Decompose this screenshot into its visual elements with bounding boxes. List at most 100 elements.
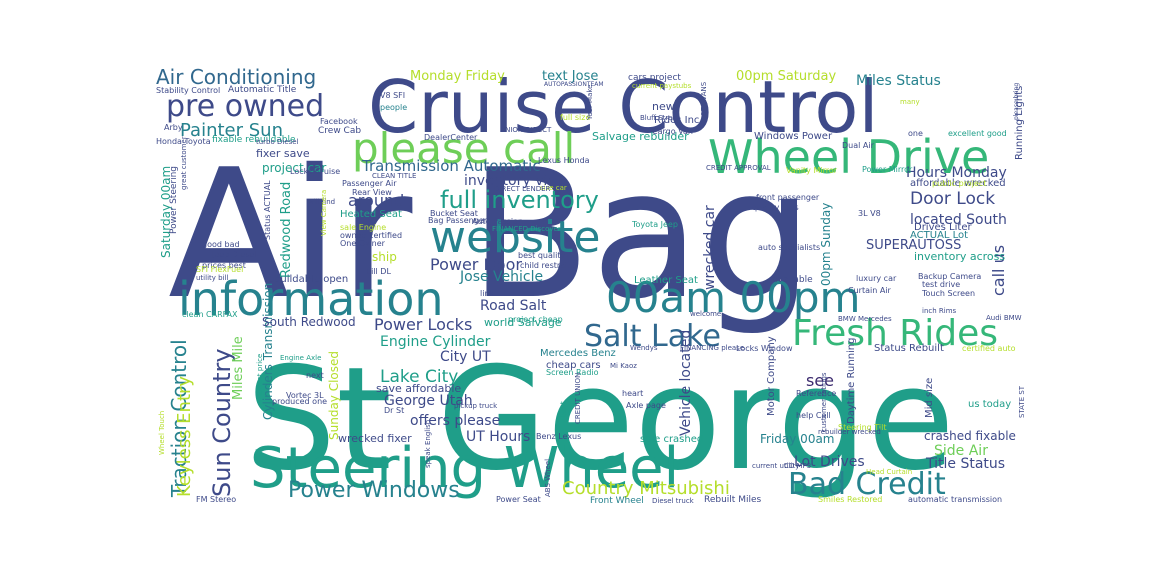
word-jeep-diesel: Jeep Diesel [211, 250, 256, 259]
word-fm-stereo: FM Stereo [196, 495, 236, 504]
word-power-seat: Power Seat [496, 495, 541, 504]
word-motor-company: Motor Company [766, 336, 777, 416]
word-one: one [908, 129, 923, 138]
word-power-mirror: Power Mirror [862, 165, 913, 174]
word-one-owner: One Owner [340, 239, 386, 248]
word-please-call: please call [352, 124, 575, 173]
word-south-redwood: South Redwood [262, 315, 356, 329]
word-diesel-truck: Diesel truck [652, 497, 695, 505]
word-new: new [652, 100, 675, 113]
word-00pm-sunday: 00pm Sunday [819, 203, 833, 286]
word-ut-hours: UT Hours [466, 429, 530, 445]
word-wheel-drive: Wheel Drive [708, 130, 989, 184]
word-rebuilder-wrecked: rebuilder wrecked [818, 428, 881, 436]
word-cheap-cars: cheap cars [546, 360, 601, 371]
word-cd-mp3: CD MP3 [784, 462, 811, 470]
word-bag-passenger: Bag Passenger [428, 216, 488, 225]
word-heated-seat: Heated Seat [340, 209, 402, 220]
word-engine-cylinder: Engine Cylinder [380, 334, 491, 350]
word-sale-engine: sale Engine [340, 223, 386, 232]
word-head-curtain: Head Curtain [866, 468, 912, 476]
word-facebook: Facebook [320, 117, 358, 126]
word-cargo-van: Cargo Van [652, 127, 693, 136]
word-inch-rims: inch Rims [922, 307, 957, 315]
word-child-restraint: child restraint [520, 261, 576, 270]
word-inventory-across: inventory across [914, 250, 1005, 263]
word-website: website [430, 212, 600, 263]
word-cylinders-transmission: Cylinders Transmission [261, 283, 275, 420]
word-salt-lake: Salt Lake [584, 319, 721, 354]
word-st-evans: ST EVANS [700, 81, 708, 116]
word-power-locks: Power Locks [374, 315, 472, 334]
word-mi-kaoz: Mi Kaoz [610, 362, 637, 370]
word-automatic-title: Automatic Title [228, 85, 297, 95]
word-road-salt: Road Salt [480, 298, 547, 314]
word-wrecked-fixer: wrecked fixer [338, 432, 412, 445]
word-stability-control: Stability Control [156, 86, 220, 95]
word-miles-mile: Miles Mile [231, 336, 246, 400]
word-rear-view: Rear View [352, 188, 392, 197]
word-current-utility: current utility [752, 462, 799, 470]
word-cars-project: cars project [628, 73, 681, 83]
word-3l-v8: 3L V8 [858, 209, 881, 218]
word-luxury-car: luxury car [856, 274, 897, 283]
word-auto-specialists: auto specialists [758, 243, 820, 252]
word-drives-liter: Drives Liter [914, 222, 972, 233]
word-ship: ship [372, 250, 397, 264]
word-status-rebuilt: Status Rebuilt [874, 343, 944, 354]
word-locks-window: Locks Window [736, 344, 793, 353]
word-great-customer: great customer [180, 136, 188, 190]
word-clean-carfax: clean CARFAX [182, 310, 238, 319]
word-save-affordable: save affordable [376, 382, 461, 395]
word-wendys: Wendys [630, 344, 658, 352]
word-friday-00am: Friday 00am [760, 432, 835, 446]
word-passenger-air: Passenger Air [342, 179, 397, 188]
word-toyota-jeep: Toyota Jeep [631, 220, 678, 229]
word-autopassionteam: AUTOPASSIONTEAM [544, 81, 604, 88]
word-mercedes-benz: Mercedes Benz [540, 348, 616, 359]
word-steering-tilt: Steering Tilt [838, 423, 886, 432]
word-power-door: Power Door [430, 255, 522, 274]
word-full-size: full size [560, 113, 590, 122]
word-pre-owned: pre owned [166, 89, 324, 124]
word-leather-seat: Leather Seat [634, 275, 698, 286]
word-will-find: will find [308, 198, 335, 206]
word-project-car: project car [262, 161, 326, 175]
word-lexus-honda: Lexus Honda [538, 156, 590, 165]
word-miles-status: Miles Status [856, 73, 941, 89]
word-test-drive: test drive [922, 280, 960, 289]
word-speak-english: speak English [424, 420, 432, 468]
word-project-cheap: project cheap [508, 315, 563, 324]
word-rebuilt-miles: Rebuilt Miles [704, 495, 761, 505]
word-superautoss: SUPERAUTOSS [866, 238, 961, 253]
word-state-st: STATE ST [1018, 385, 1026, 418]
word-crew-cab: Crew Cab [318, 126, 361, 136]
word-vehicle-located: Vehicle located [678, 330, 694, 436]
word-union-direct: UNION DIRECT [500, 126, 552, 134]
word-locks-cruise: Locks Cruise [290, 167, 340, 176]
word-arby: Arby [164, 123, 183, 132]
word-offers-please: offers please [410, 413, 500, 429]
word-windows-power: Windows Power [754, 131, 833, 142]
word-cruise-control: Cruise Control [368, 65, 878, 149]
word-axle-page: Axle page [626, 401, 666, 410]
word-prices-best: prices best [202, 261, 246, 270]
word-call-us: call us [989, 245, 1008, 296]
word-george-utah: George Utah [384, 393, 473, 409]
word-redwood-road: Redwood Road [279, 182, 294, 278]
word-welcome: welcome [690, 310, 721, 318]
word-around: around [348, 191, 404, 210]
word-customer-ratings: customer ratings [820, 372, 828, 432]
word-world-salvage: world Salvage [484, 316, 562, 329]
word-available: available [772, 275, 813, 285]
word-bucket-seat: Bucket Seat [430, 209, 478, 218]
word-best-quality: best quality [518, 251, 565, 260]
word-us-today: us today [968, 399, 1011, 410]
word-bad-credit: Bad Credit [788, 467, 946, 502]
word-jose-vehicle: Jose Vehicle [459, 269, 543, 285]
word-status-actual: Status ACTUAL [263, 180, 272, 240]
word-credit-union: CREDIT UNION [574, 373, 582, 424]
word-help-call: help Call [796, 411, 831, 420]
word-text-jose: text Jose [542, 69, 598, 84]
